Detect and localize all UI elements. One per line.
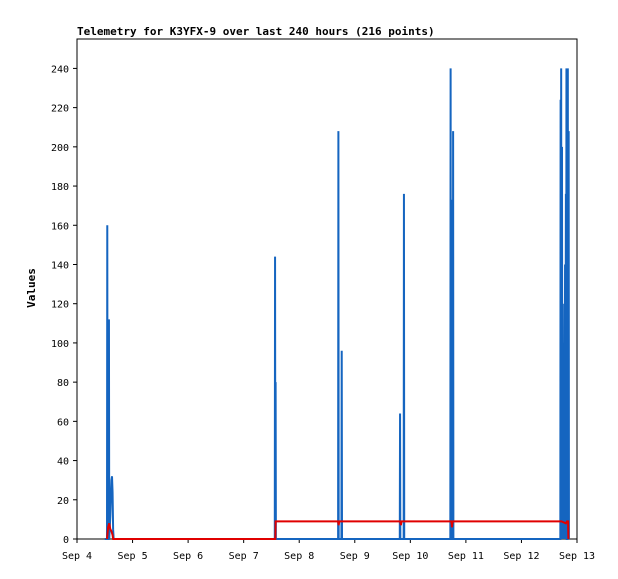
y-tick-label: 120 — [51, 300, 69, 311]
x-tick-label: Sep 7 — [229, 551, 259, 562]
x-tick-label: Sep 4 — [62, 551, 92, 562]
chart-title: Telemetry for K3YFX-9 over last 240 hour… — [77, 25, 435, 38]
series-line-1 — [104, 68, 570, 540]
y-tick-label: 240 — [51, 64, 69, 75]
plot-area — [76, 38, 578, 540]
x-tick-label: Sep 8 — [284, 551, 314, 562]
y-tick-label: 60 — [57, 417, 69, 428]
y-tick-label: 160 — [51, 221, 69, 232]
x-tick-label: Sep 6 — [173, 551, 203, 562]
x-tick-label: Sep 9 — [340, 551, 370, 562]
x-tick-label: Sep 5 — [118, 551, 148, 562]
y-tick-label: 0 — [63, 535, 69, 546]
x-tick-label: Sep 12 — [503, 551, 539, 562]
x-tick-label: Sep 10 — [392, 551, 428, 562]
y-tick-label: 80 — [57, 378, 69, 389]
x-tick-label: Sep 11 — [448, 551, 484, 562]
y-tick-label: 40 — [57, 457, 69, 468]
series-line-2 — [106, 520, 570, 540]
series-layer — [104, 68, 570, 540]
x-axis: Sep 4 Sep 5 Sep 6 Sep 7 Sep 8 Sep 9 Sep 10 Sep … — [62, 539, 595, 562]
y-tick-label: 200 — [51, 143, 69, 154]
y-tick-label: 220 — [51, 104, 69, 115]
y-tick-label: 140 — [51, 260, 69, 271]
y-tick-label: 20 — [57, 496, 69, 507]
y-tick-label: 100 — [51, 339, 69, 350]
x-tick-label: Sep 13 — [559, 551, 595, 562]
y-axis: 0 20 40 60 80 100 120 140 160 180 200 220 240 — [51, 64, 77, 546]
y-axis-label: Values — [25, 268, 38, 308]
y-tick-label: 180 — [51, 182, 69, 193]
